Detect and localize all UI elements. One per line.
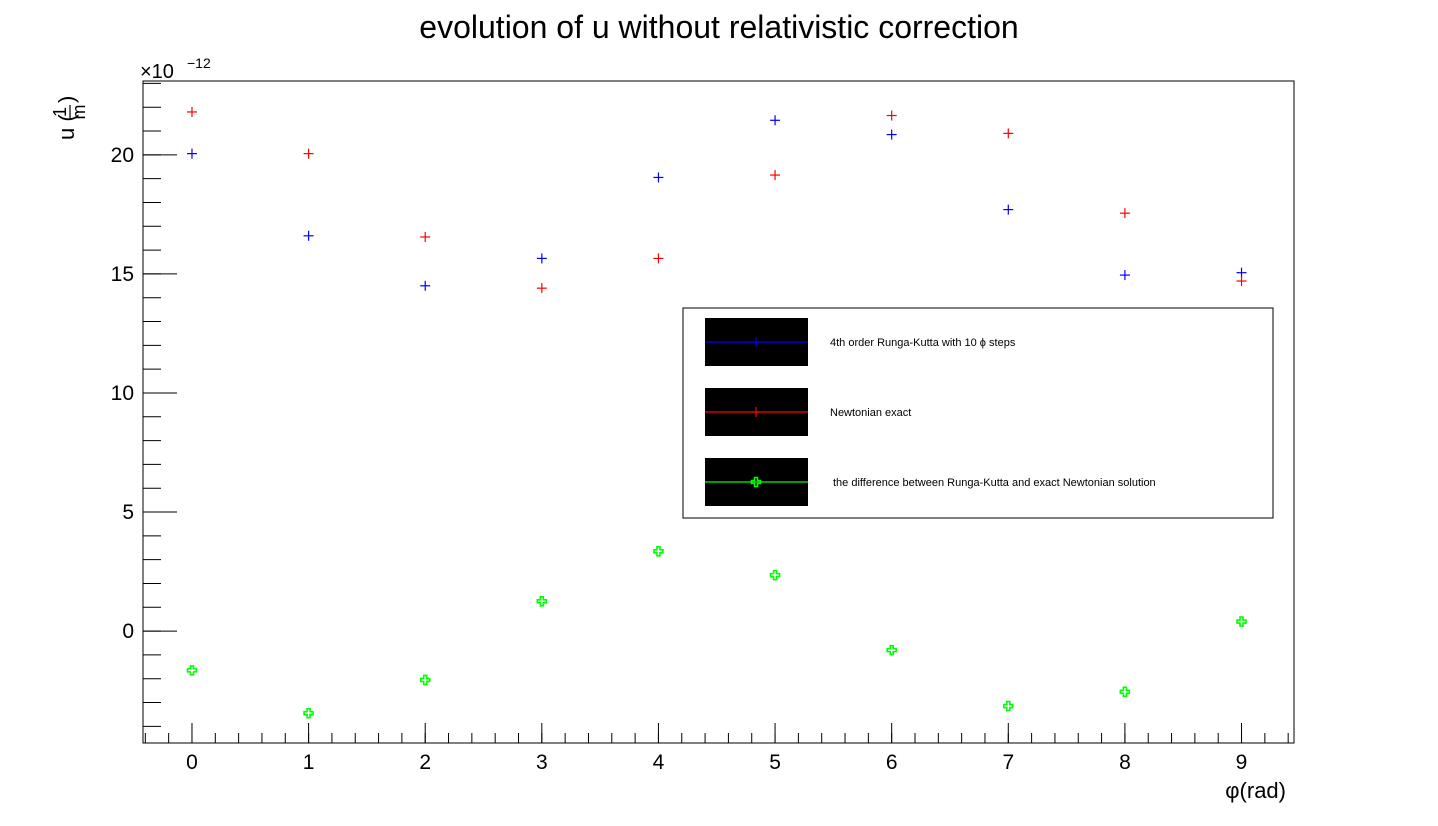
x-axis-title: φ(rad) — [1225, 778, 1286, 803]
legend-marker — [751, 337, 761, 347]
series-1-point — [303, 230, 314, 241]
y-axis-title: u ( 1 m ) — [50, 96, 89, 140]
svg-text:1: 1 — [50, 107, 70, 117]
series-3-point — [303, 707, 314, 719]
y-axis: 0 5 10 15 20 — [111, 82, 177, 727]
legend-marker — [751, 407, 761, 417]
y-tick-label: 5 — [122, 501, 134, 524]
series-2-point — [1119, 208, 1130, 219]
series-2-point — [1003, 128, 1014, 139]
series-1-point — [536, 253, 547, 264]
series-3-point — [653, 546, 664, 557]
series-1-point — [1236, 267, 1247, 278]
y-multiplier: ×10 −12 — [140, 55, 211, 83]
series-1-point — [1003, 204, 1014, 215]
series-2-point — [1236, 276, 1247, 287]
series-2-point — [303, 148, 314, 159]
series-1-point — [186, 148, 197, 159]
y-tick-label: 20 — [111, 144, 134, 167]
series-1-point — [886, 129, 897, 140]
series-2-point — [536, 283, 547, 294]
series-3-point — [886, 644, 897, 656]
x-axis: 0 1 2 3 4 5 6 7 8 9 — [144, 723, 1289, 774]
chart-title: evolution of u without relativistic corr… — [419, 9, 1018, 45]
svg-text:m: m — [69, 105, 89, 120]
legend-label: Newtonian exact — [830, 407, 911, 419]
y-tick-label: 15 — [111, 263, 134, 286]
x-tick-label: 1 — [303, 751, 315, 774]
series-2-point — [420, 231, 431, 242]
x-tick-label: 5 — [769, 751, 781, 774]
x-tick-label: 6 — [886, 751, 898, 774]
x-tick-label: 3 — [536, 751, 548, 774]
svg-text:×10: ×10 — [140, 61, 174, 83]
series-3-point — [186, 665, 198, 676]
svg-text:−12: −12 — [187, 55, 211, 71]
series-2-point — [770, 170, 781, 181]
series-1-point — [420, 280, 431, 291]
series-3-point — [1236, 616, 1247, 627]
data-markers — [186, 106, 1247, 719]
x-tick-label: 0 — [186, 751, 198, 774]
x-tick-label: 4 — [653, 751, 665, 774]
series-1-point — [653, 172, 664, 183]
series-1-point — [1119, 270, 1130, 281]
x-tick-label: 8 — [1119, 751, 1131, 774]
y-tick-label: 10 — [111, 382, 134, 405]
x-tick-label: 9 — [1236, 751, 1248, 774]
series-1-point — [770, 115, 781, 126]
svg-text:u (: u ( — [54, 114, 79, 140]
y-tick-label: 0 — [122, 620, 134, 643]
series-3-point — [536, 596, 548, 607]
series-2-point — [653, 253, 664, 264]
series-2-point — [886, 110, 897, 121]
svg-text:): ) — [54, 96, 79, 103]
legend: 4th order Runga-Kutta with 10 ϕ steps New… — [682, 307, 1274, 519]
series-3-point — [1002, 700, 1014, 712]
series-3-point — [1119, 686, 1131, 698]
x-tick-label: 7 — [1002, 751, 1014, 774]
series-2-point — [186, 106, 197, 117]
plot-frame — [142, 80, 1295, 744]
legend-marker — [750, 476, 762, 488]
x-tick-label: 2 — [419, 751, 431, 774]
legend-label: 4th order Runga-Kutta with 10 ϕ steps — [830, 337, 1016, 349]
series-3-point — [769, 569, 781, 581]
series-3-point — [419, 674, 431, 686]
legend-label: the difference between Runga-Kutta and e… — [833, 477, 1156, 489]
